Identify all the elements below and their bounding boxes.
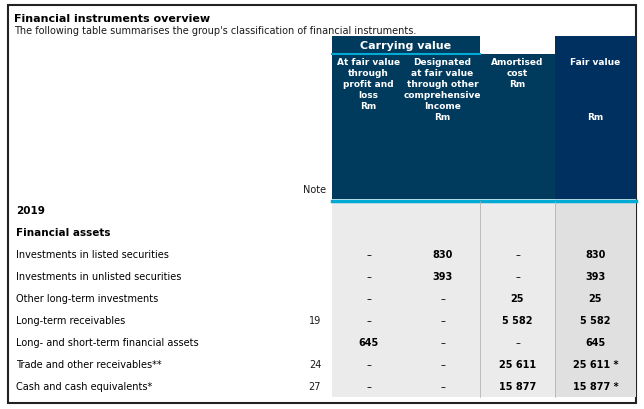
- Text: Amortised
cost
Rm: Amortised cost Rm: [491, 58, 544, 89]
- FancyBboxPatch shape: [555, 200, 636, 397]
- Text: Trade and other receivables**: Trade and other receivables**: [16, 359, 162, 369]
- Text: –: –: [515, 271, 520, 281]
- Text: Investments in listed securities: Investments in listed securities: [16, 249, 169, 259]
- Text: At fair value
through
profit and
loss
Rm: At fair value through profit and loss Rm: [337, 58, 400, 111]
- Text: 27: 27: [308, 381, 321, 391]
- Text: 19: 19: [309, 315, 321, 325]
- Text: Investments in unlisted securities: Investments in unlisted securities: [16, 271, 182, 281]
- Text: Carrying value: Carrying value: [361, 41, 451, 51]
- Text: 645: 645: [585, 337, 605, 347]
- Text: –: –: [366, 271, 371, 281]
- Text: –: –: [366, 381, 371, 391]
- Text: –: –: [440, 315, 445, 325]
- Text: Other long-term investments: Other long-term investments: [16, 293, 158, 303]
- Text: –: –: [440, 359, 445, 369]
- Text: 5 582: 5 582: [580, 315, 611, 325]
- Text: 25 611: 25 611: [499, 359, 536, 369]
- Text: 830: 830: [585, 249, 606, 259]
- Text: 393: 393: [432, 271, 453, 281]
- Text: Designated
at fair value
through other
comprehensive
Income
Rm: Designated at fair value through other c…: [404, 58, 481, 122]
- Text: 645: 645: [358, 337, 379, 347]
- FancyBboxPatch shape: [332, 37, 480, 55]
- Text: Cash and cash equivalents*: Cash and cash equivalents*: [16, 381, 152, 391]
- FancyBboxPatch shape: [332, 200, 555, 397]
- Text: –: –: [515, 249, 520, 259]
- Text: 830: 830: [432, 249, 453, 259]
- Text: 2019: 2019: [16, 205, 45, 216]
- Text: –: –: [366, 293, 371, 303]
- Text: Long-term receivables: Long-term receivables: [16, 315, 125, 325]
- Text: 25: 25: [511, 293, 524, 303]
- Text: –: –: [515, 337, 520, 347]
- Text: –: –: [440, 337, 445, 347]
- Text: –: –: [366, 315, 371, 325]
- Text: 5 582: 5 582: [502, 315, 533, 325]
- Text: Financial instruments overview: Financial instruments overview: [14, 14, 210, 24]
- Text: 25 611 *: 25 611 *: [573, 359, 618, 369]
- Text: –: –: [366, 249, 371, 259]
- Text: Long- and short-term financial assets: Long- and short-term financial assets: [16, 337, 198, 347]
- Text: 15 877 *: 15 877 *: [573, 381, 618, 391]
- Text: 15 877: 15 877: [499, 381, 536, 391]
- FancyBboxPatch shape: [480, 55, 555, 200]
- Text: 25: 25: [589, 293, 602, 303]
- Text: –: –: [440, 293, 445, 303]
- Text: 393: 393: [585, 271, 605, 281]
- Text: –: –: [440, 381, 445, 391]
- FancyBboxPatch shape: [8, 6, 636, 403]
- Text: Note: Note: [303, 184, 327, 195]
- Text: The following table summarises the group's classification of financial instrumen: The following table summarises the group…: [14, 26, 417, 36]
- FancyBboxPatch shape: [332, 55, 480, 200]
- Text: –: –: [366, 359, 371, 369]
- FancyBboxPatch shape: [555, 37, 636, 200]
- Text: Financial assets: Financial assets: [16, 227, 111, 237]
- Text: 24: 24: [309, 359, 321, 369]
- Text: Fair value




Rm: Fair value Rm: [571, 58, 621, 122]
